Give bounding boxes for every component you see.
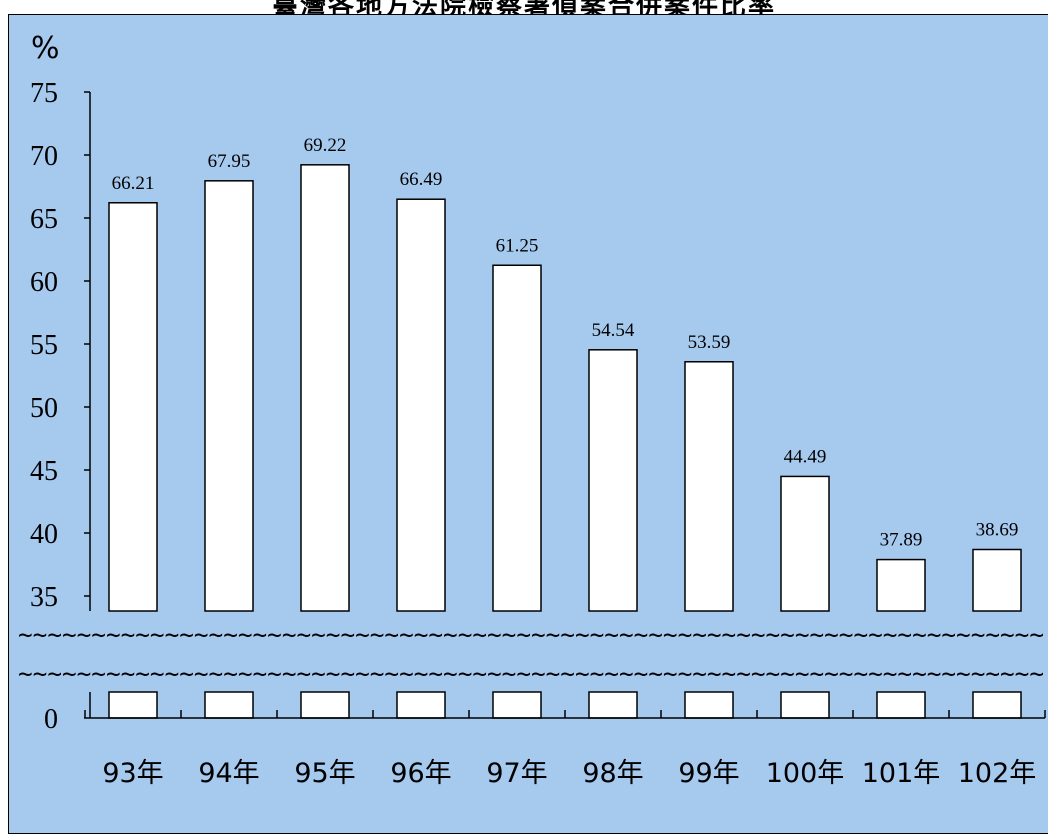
y-tick-label: 50 <box>30 393 58 424</box>
y-axis-ticks: 75 70 65 60 55 50 45 40 35 0 <box>30 78 91 735</box>
y-tick-label: 40 <box>30 519 58 550</box>
bar <box>588 349 638 612</box>
bar <box>876 558 926 612</box>
bar-base <box>300 691 350 719</box>
data-label: 66.21 <box>112 173 155 194</box>
y-tick-label: 55 <box>30 330 58 361</box>
bar <box>684 361 734 612</box>
axis-break-band <box>9 612 1047 691</box>
data-label: 61.25 <box>496 235 539 256</box>
bar <box>108 202 158 612</box>
x-axis-labels: 93年 94年 95年 96年 97年 98年 99年 100年 101年 102年 <box>84 710 1046 789</box>
bars: 66.21 67.95 69.22 66.49 61.25 54.54 53.59 44.49… <box>108 135 1022 719</box>
data-label: 38.69 <box>976 520 1019 541</box>
y-tick-label: 60 <box>30 267 58 298</box>
x-tick-label: 95年 <box>294 758 355 789</box>
bar <box>972 548 1022 612</box>
bar-base <box>876 691 926 719</box>
axis-break: ~~~~~~~~~~~~~~~~~~~~~~~~~~~~~~~~~~~~~~~~… <box>9 612 1047 691</box>
data-label: 69.22 <box>304 135 347 156</box>
y-tick-label: 0 <box>44 704 58 735</box>
x-tick-label: 100年 <box>766 758 845 789</box>
bar-base <box>108 691 158 719</box>
bar-base <box>396 691 446 719</box>
x-tick-label: 97年 <box>486 758 547 789</box>
y-tick-label: 35 <box>30 582 58 613</box>
bar <box>204 180 254 612</box>
data-label: 66.49 <box>400 169 443 190</box>
bar-base <box>684 691 734 719</box>
data-label: 53.59 <box>688 332 731 353</box>
bar-base <box>972 691 1022 719</box>
y-tick-label: 75 <box>30 78 58 109</box>
bar <box>492 264 542 612</box>
x-tick-label: 94年 <box>198 758 259 789</box>
data-label: 67.95 <box>208 151 251 172</box>
axis-break-line: ~~~~~~~~~~~~~~~~~~~~~~~~~~~~~~~~~~~~~~~~… <box>18 660 1044 688</box>
data-label: 44.49 <box>784 446 827 467</box>
bar <box>780 475 830 612</box>
x-tick-label: 102年 <box>958 758 1037 789</box>
bar <box>300 164 350 612</box>
x-tick-label: 98年 <box>582 758 643 789</box>
y-tick-label: 45 <box>30 456 58 487</box>
bar-base <box>780 691 830 719</box>
bar-base <box>588 691 638 719</box>
x-tick-label: 99年 <box>678 758 739 789</box>
data-label: 37.89 <box>880 530 923 551</box>
y-tick-label: 70 <box>30 141 58 172</box>
y-tick-label: 65 <box>30 204 58 235</box>
x-tick-label: 96年 <box>390 758 451 789</box>
bar-base <box>204 691 254 719</box>
y-axis-unit-label: % <box>31 31 60 66</box>
data-label: 54.54 <box>592 320 635 341</box>
bar-base <box>492 691 542 719</box>
x-tick-label: 101年 <box>862 758 941 789</box>
x-tick-label: 93年 <box>102 758 163 789</box>
bar <box>396 198 446 612</box>
axis-break-line: ~~~~~~~~~~~~~~~~~~~~~~~~~~~~~~~~~~~~~~~~… <box>18 621 1044 649</box>
